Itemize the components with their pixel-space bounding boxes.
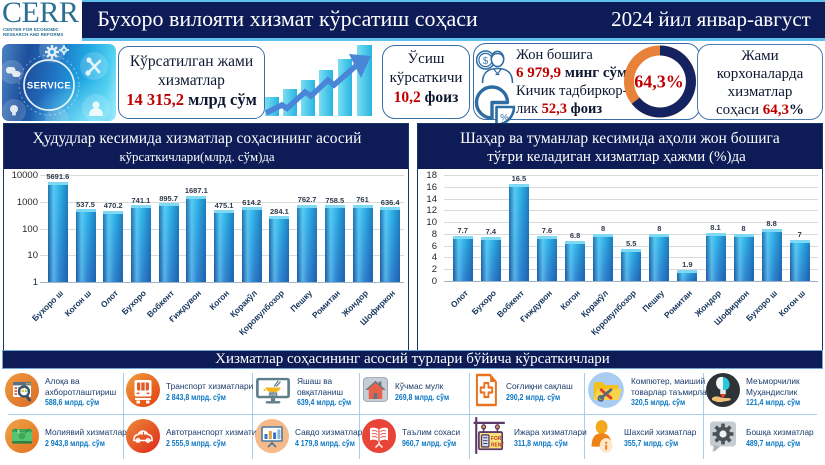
svg-text:$: $ <box>17 429 20 434</box>
svg-text:$: $ <box>483 55 489 67</box>
svg-text:LIVE: LIVE <box>270 393 277 397</box>
svg-text:FOR: FOR <box>491 436 502 442</box>
svg-text:RENT: RENT <box>491 442 505 448</box>
svg-text:64,3%: 64,3% <box>634 72 684 92</box>
svg-text:SERVICE: SERVICE <box>27 81 71 92</box>
svg-text:%: % <box>500 113 509 124</box>
